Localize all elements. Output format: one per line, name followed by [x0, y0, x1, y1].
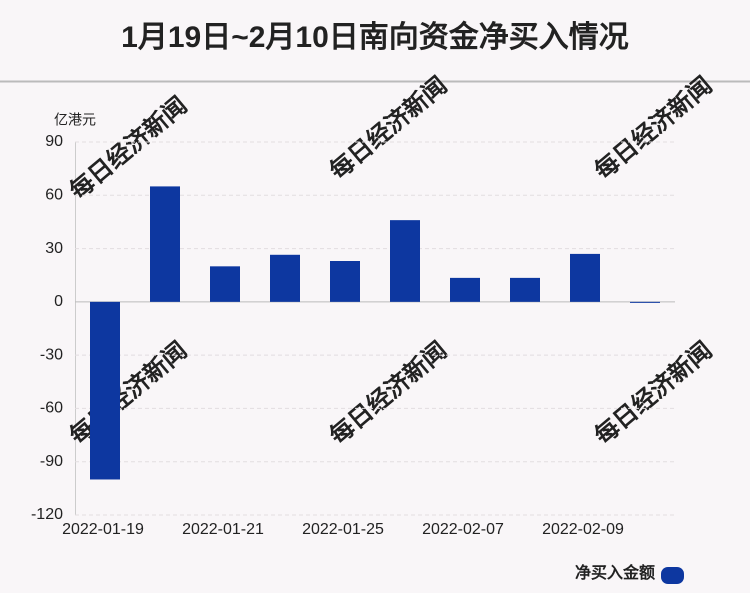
x-tick-label: 2022-02-09 [542, 521, 624, 538]
x-tick-label: 2022-01-19 [62, 521, 144, 538]
y-tick-label: -90 [40, 453, 63, 470]
x-tick-label: 2022-01-21 [182, 521, 264, 538]
bar [570, 253, 600, 302]
y-tick-label: -120 [31, 506, 63, 523]
y-tick-label: -60 [40, 400, 63, 417]
y-tick-label: -30 [40, 346, 63, 363]
y-unit: 亿港元 [54, 112, 96, 128]
y-tick-label: 0 [54, 293, 63, 310]
bar [510, 277, 540, 302]
bar [270, 254, 300, 302]
x-tick-label: 2022-01-25 [302, 521, 384, 538]
y-tick-label: 90 [45, 133, 63, 150]
y-tick-label: 30 [45, 240, 63, 257]
bar [90, 301, 120, 480]
bar [630, 301, 660, 303]
bar [330, 261, 360, 302]
chart-title: 1月19日~2月10日南向资金净买入情况 [121, 20, 629, 54]
x-tick-label: 2022-02-07 [422, 521, 504, 538]
bar [390, 220, 420, 302]
bar [150, 186, 180, 302]
legend-label: 净买入金额 [575, 563, 655, 582]
bar [450, 277, 480, 302]
bar [210, 266, 240, 302]
legend-swatch [661, 567, 684, 584]
y-tick-label: 60 [45, 187, 63, 204]
